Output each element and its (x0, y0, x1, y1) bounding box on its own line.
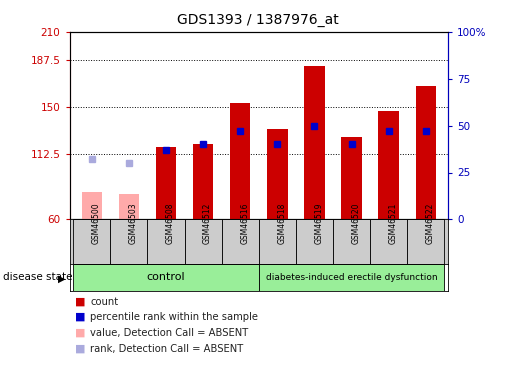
Text: ■: ■ (75, 297, 85, 307)
Bar (73, 219, 110, 264)
Text: value, Detection Call = ABSENT: value, Detection Call = ABSENT (90, 328, 248, 338)
Text: GSM46521: GSM46521 (389, 202, 398, 244)
Bar (110, 219, 147, 264)
Bar (81, 192, 102, 219)
Text: count: count (90, 297, 118, 307)
Text: percentile rank within the sample: percentile rank within the sample (90, 312, 258, 322)
Text: GSM46519: GSM46519 (315, 202, 323, 244)
Text: rank, Detection Call = ABSENT: rank, Detection Call = ABSENT (90, 344, 244, 354)
Bar (147, 219, 184, 264)
Bar (221, 219, 259, 264)
Bar (193, 144, 213, 219)
Bar (230, 103, 250, 219)
Bar (416, 86, 436, 219)
Text: GSM46518: GSM46518 (278, 202, 286, 244)
Text: GSM46516: GSM46516 (240, 202, 249, 244)
Text: control: control (147, 273, 185, 282)
Text: diabetes-induced erectile dysfunction: diabetes-induced erectile dysfunction (266, 273, 437, 282)
Bar (379, 111, 399, 219)
Bar (407, 219, 444, 264)
Text: GSM46512: GSM46512 (203, 202, 212, 244)
Bar (73, 264, 259, 291)
Text: ■: ■ (75, 312, 85, 322)
Bar (341, 137, 362, 219)
Bar (184, 219, 221, 264)
Bar (370, 219, 407, 264)
Text: ▶: ▶ (58, 274, 65, 284)
Text: disease state: disease state (3, 272, 72, 282)
Text: ■: ■ (75, 328, 85, 338)
Text: ■: ■ (75, 344, 85, 354)
Text: GSM46522: GSM46522 (426, 202, 435, 244)
Text: GDS1393 / 1387976_at: GDS1393 / 1387976_at (177, 13, 338, 27)
Bar (156, 147, 176, 219)
Text: GSM46520: GSM46520 (352, 202, 360, 244)
Text: GSM46503: GSM46503 (129, 202, 138, 244)
Text: GSM46500: GSM46500 (92, 202, 101, 244)
Bar (259, 264, 444, 291)
Text: GSM46508: GSM46508 (166, 202, 175, 244)
Bar (296, 219, 333, 264)
Bar (118, 194, 139, 219)
Bar (333, 219, 370, 264)
Bar (267, 129, 287, 219)
Bar (259, 219, 296, 264)
Bar (304, 66, 324, 219)
